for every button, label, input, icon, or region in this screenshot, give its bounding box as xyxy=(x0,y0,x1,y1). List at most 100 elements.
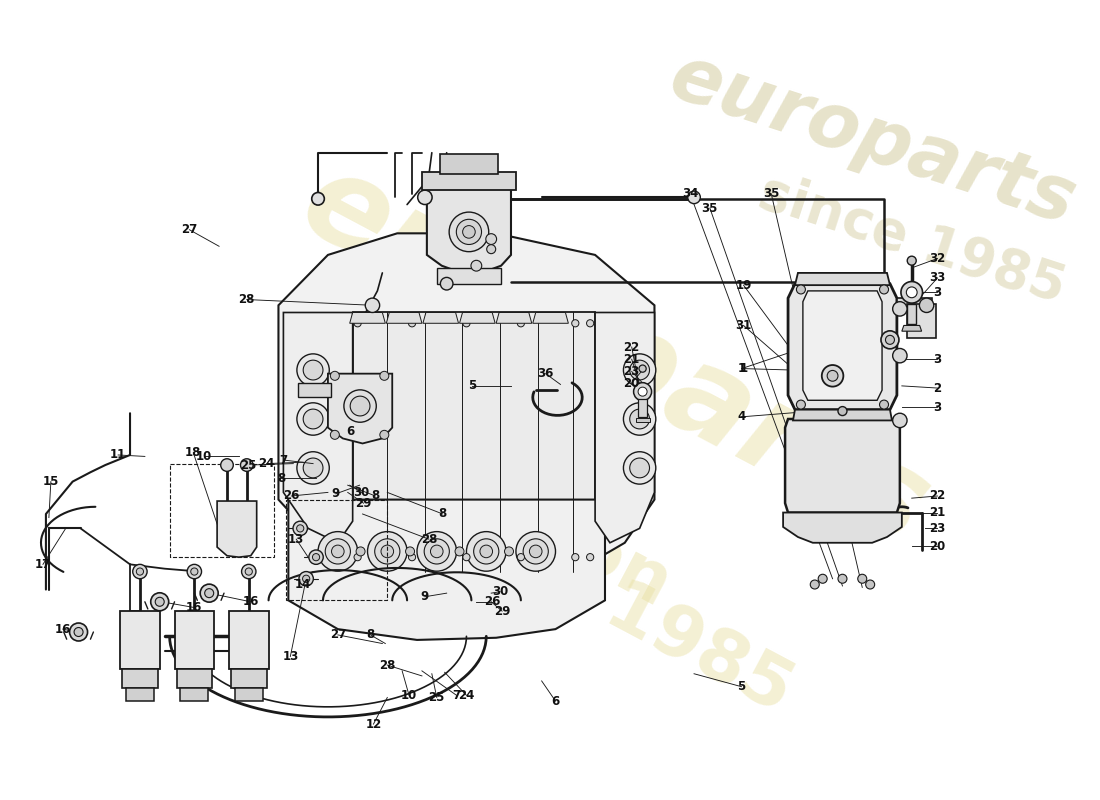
Circle shape xyxy=(893,349,907,363)
Text: 16: 16 xyxy=(243,595,258,608)
Text: europarts: europarts xyxy=(282,140,948,571)
Circle shape xyxy=(629,409,649,429)
Polygon shape xyxy=(422,313,459,323)
Circle shape xyxy=(572,320,579,327)
Polygon shape xyxy=(460,313,495,323)
Circle shape xyxy=(430,545,443,558)
Polygon shape xyxy=(422,172,516,190)
Text: 25: 25 xyxy=(429,691,446,704)
Polygon shape xyxy=(595,313,654,542)
Circle shape xyxy=(350,396,370,416)
Circle shape xyxy=(586,320,594,327)
Circle shape xyxy=(516,532,556,571)
Polygon shape xyxy=(235,688,263,701)
Circle shape xyxy=(480,545,493,558)
Circle shape xyxy=(629,458,649,478)
Circle shape xyxy=(572,554,579,561)
Circle shape xyxy=(408,554,416,561)
Circle shape xyxy=(908,256,916,265)
Bar xyxy=(169,464,274,557)
Text: 8: 8 xyxy=(366,628,375,642)
Circle shape xyxy=(418,190,432,205)
Circle shape xyxy=(379,430,388,439)
Polygon shape xyxy=(231,669,266,688)
Polygon shape xyxy=(386,313,422,323)
Circle shape xyxy=(367,532,407,571)
Bar xyxy=(286,499,387,600)
Polygon shape xyxy=(278,234,654,586)
Text: 34: 34 xyxy=(682,187,698,200)
Circle shape xyxy=(190,568,198,575)
Circle shape xyxy=(838,406,847,415)
Polygon shape xyxy=(906,304,936,338)
Text: 35: 35 xyxy=(763,187,780,200)
Text: 8: 8 xyxy=(277,471,286,485)
Circle shape xyxy=(893,302,907,316)
Text: 29: 29 xyxy=(494,605,510,618)
Polygon shape xyxy=(793,410,892,421)
Circle shape xyxy=(858,574,867,583)
Text: 20: 20 xyxy=(930,540,946,553)
Text: 8: 8 xyxy=(439,507,447,521)
Text: europarts: europarts xyxy=(660,39,1085,240)
Text: 28: 28 xyxy=(239,293,255,306)
Text: 13: 13 xyxy=(288,533,305,546)
Circle shape xyxy=(486,245,496,254)
Circle shape xyxy=(331,545,344,558)
Circle shape xyxy=(74,627,84,637)
Polygon shape xyxy=(298,383,331,398)
Circle shape xyxy=(880,285,889,294)
Circle shape xyxy=(304,409,323,429)
Circle shape xyxy=(796,400,805,409)
Circle shape xyxy=(838,574,847,583)
Bar xyxy=(906,304,916,324)
Text: 5: 5 xyxy=(737,680,746,693)
Polygon shape xyxy=(440,154,498,174)
Text: 3: 3 xyxy=(934,353,942,366)
Circle shape xyxy=(354,554,361,561)
Polygon shape xyxy=(176,669,212,688)
Circle shape xyxy=(297,452,329,484)
Text: a passion: a passion xyxy=(309,378,683,621)
Circle shape xyxy=(818,574,827,583)
Circle shape xyxy=(486,234,496,245)
Polygon shape xyxy=(180,688,208,701)
Circle shape xyxy=(629,360,649,380)
Circle shape xyxy=(408,320,416,327)
Circle shape xyxy=(299,571,314,586)
Text: 21: 21 xyxy=(624,353,640,366)
Circle shape xyxy=(344,390,376,422)
Text: 26: 26 xyxy=(283,490,299,502)
Circle shape xyxy=(624,354,656,386)
Text: 28: 28 xyxy=(420,533,437,546)
Text: 28: 28 xyxy=(379,658,396,672)
Circle shape xyxy=(880,400,889,409)
Polygon shape xyxy=(896,298,932,313)
Circle shape xyxy=(381,545,394,558)
Text: 6: 6 xyxy=(551,694,560,707)
Text: 36: 36 xyxy=(538,367,553,380)
Polygon shape xyxy=(229,611,268,669)
Circle shape xyxy=(920,298,934,313)
Text: 6: 6 xyxy=(346,425,355,438)
Text: 23: 23 xyxy=(930,522,946,535)
Text: 16: 16 xyxy=(55,622,70,636)
Text: 17: 17 xyxy=(35,558,51,571)
Circle shape xyxy=(893,414,907,428)
Text: 31: 31 xyxy=(736,319,751,332)
Circle shape xyxy=(638,387,647,396)
Circle shape xyxy=(425,539,450,564)
Circle shape xyxy=(624,403,656,435)
Circle shape xyxy=(69,623,88,641)
Text: 25: 25 xyxy=(241,458,257,471)
Circle shape xyxy=(293,521,307,535)
Circle shape xyxy=(318,532,358,571)
Text: 29: 29 xyxy=(355,497,372,510)
Text: 30: 30 xyxy=(492,586,508,598)
Text: 11: 11 xyxy=(110,449,126,462)
Circle shape xyxy=(456,219,482,245)
Circle shape xyxy=(886,335,894,344)
Circle shape xyxy=(312,554,320,561)
Text: 10: 10 xyxy=(400,689,417,702)
Circle shape xyxy=(309,550,323,564)
